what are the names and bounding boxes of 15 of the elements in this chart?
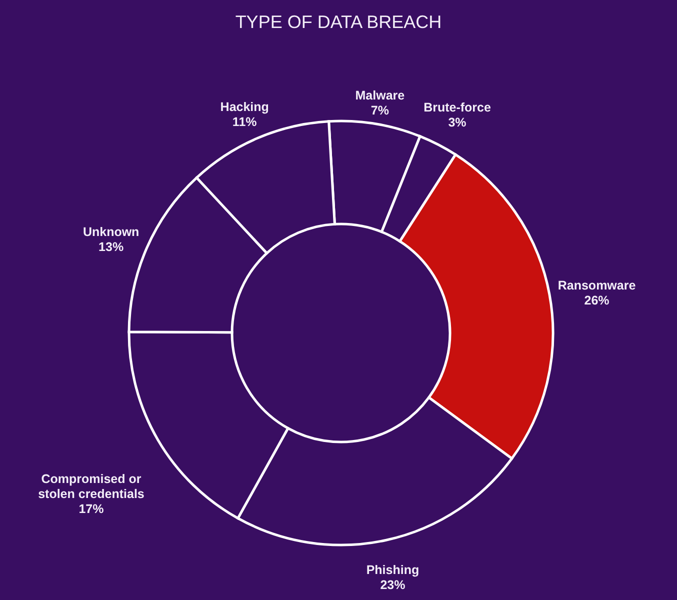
slice-label: Unknown bbox=[82, 225, 140, 240]
chart-title: TYPE OF DATA BREACH bbox=[235, 12, 442, 32]
slice-label: Phishing bbox=[366, 563, 420, 578]
slice-label: Brute-force bbox=[424, 100, 491, 115]
slice-label: Hacking bbox=[220, 100, 269, 114]
data-label: 7% bbox=[370, 103, 389, 118]
slice-label: Compromised or stolen credentials bbox=[38, 472, 144, 501]
data-label: 13% bbox=[98, 240, 124, 254]
slice-label: Malware bbox=[355, 88, 405, 102]
slice-label: Ransomware bbox=[558, 278, 636, 293]
data-label: 17% bbox=[78, 502, 104, 516]
data-label: 11% bbox=[232, 115, 257, 130]
data-label: 26% bbox=[584, 294, 610, 308]
data-label: 23% bbox=[380, 578, 406, 592]
data-label: 3% bbox=[448, 116, 466, 130]
